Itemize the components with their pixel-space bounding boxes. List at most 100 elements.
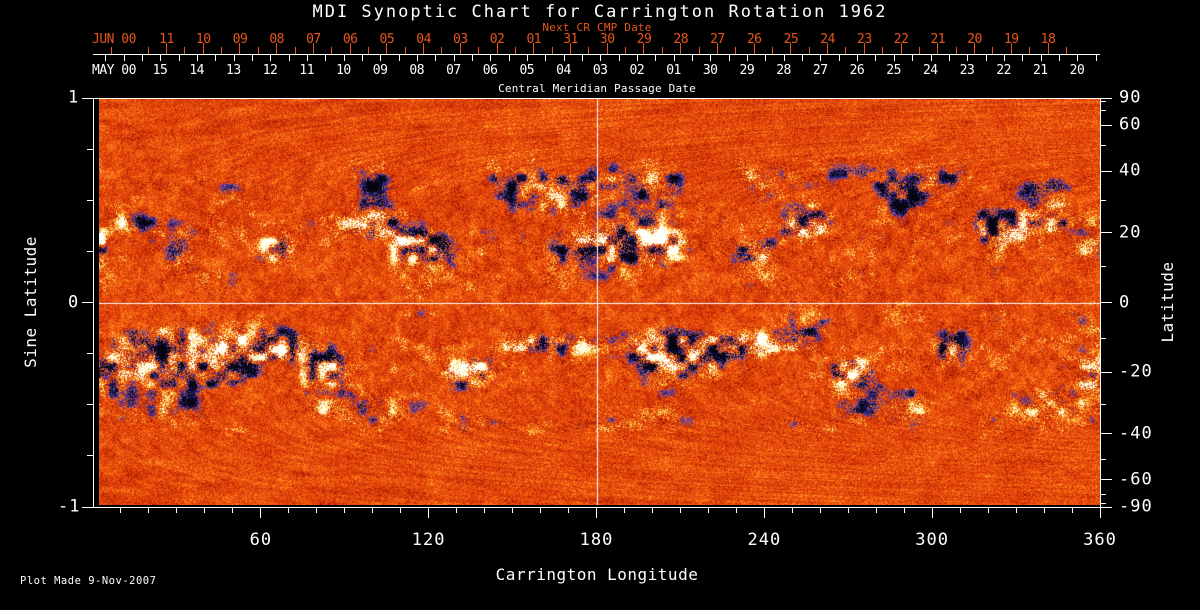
y-axis-tick-right: [1100, 371, 1112, 373]
cmp-day-label: 07: [446, 63, 461, 78]
cmp-day-tick: [251, 54, 253, 61]
next-cr-day-tick: [496, 43, 498, 54]
cmp-day-label: 11: [299, 63, 315, 78]
cmp-day-tick: [655, 54, 657, 61]
plot-border: [93, 98, 1101, 508]
next-cr-day-tick: [184, 47, 186, 54]
next-cr-day-tick: [551, 47, 553, 54]
next-cr-day-tick: [1047, 43, 1049, 54]
cmp-day-tick: [1022, 54, 1024, 61]
cmp-day-tick: [582, 54, 584, 61]
next-cr-day-tick: [882, 47, 884, 54]
next-cr-day-label: 30: [599, 32, 615, 47]
cmp-day-label: 28: [776, 63, 791, 78]
cmp-day-label: 12: [262, 63, 278, 78]
cmp-day-tick: [563, 54, 565, 61]
next-cr-day-tick: [276, 43, 278, 54]
cmp-day-tick: [1058, 54, 1060, 61]
cmp-day-tick: [398, 54, 400, 61]
cmp-day-tick: [196, 54, 198, 61]
x-axis-minor-tick: [875, 507, 877, 513]
next-cr-day-tick: [202, 43, 204, 54]
y-axis-minor-tick-right: [1100, 145, 1106, 147]
next-cr-day-tick: [661, 47, 663, 54]
cmp-day-tick: [343, 54, 345, 61]
cmp-day-label: 06: [482, 63, 498, 78]
x-axis-minor-tick: [540, 507, 542, 513]
cmp-day-label: 20: [1069, 63, 1085, 78]
y-axis-title-left: Sine Latitude: [21, 236, 40, 368]
next-cr-day-tick: [974, 43, 976, 54]
y-axis-tick-label-right: 90: [1119, 87, 1142, 108]
x-axis-minor-tick: [344, 507, 346, 513]
cmp-day-label: 30: [702, 63, 718, 78]
cmp-day-tick: [325, 54, 327, 61]
next-cr-day-tick: [1010, 43, 1012, 54]
next-cr-day-tick: [294, 47, 296, 54]
y-axis-minor-tick-left: [87, 404, 93, 406]
cmp-day-label: 15: [152, 63, 168, 78]
x-axis-minor-tick: [316, 507, 318, 513]
y-axis-tick-label-left: -1: [58, 496, 81, 517]
cmp-day-label: 04: [556, 63, 571, 78]
next-cr-day-tick: [735, 47, 737, 54]
cmp-day-tick: [673, 54, 675, 61]
x-axis-minor-tick: [791, 507, 793, 513]
y-axis-tick-label-right: 20: [1119, 222, 1142, 243]
plot-made-timestamp: Plot Made 9-Nov-2007: [20, 575, 157, 587]
next-cr-day-tick: [478, 47, 480, 54]
y-axis-tick-left: [82, 97, 93, 99]
next-cr-day-tick: [386, 43, 388, 54]
y-axis-minor-tick-right: [1100, 199, 1106, 201]
y-axis-tick-label-right: -90: [1119, 496, 1153, 517]
cmp-day-tick: [783, 54, 785, 61]
cmp-day-label: 01: [666, 63, 681, 78]
x-axis-minor-tick: [1043, 507, 1045, 513]
next-cr-day-label: 27: [710, 32, 725, 47]
next-cr-day-tick: [1065, 47, 1067, 54]
x-axis-tick-label: 120: [411, 530, 446, 550]
cmp-day-tick: [490, 54, 492, 61]
x-axis-minor-tick: [372, 507, 374, 513]
cmp-day-label: 08: [409, 63, 425, 78]
x-axis-minor-tick: [651, 507, 653, 513]
y-axis-minor-tick-left: [87, 148, 93, 150]
next-cr-day-label: 31: [563, 32, 578, 47]
y-axis-tick-left: [82, 302, 93, 303]
cmp-day-tick: [380, 54, 382, 61]
x-axis-tick: [596, 507, 597, 518]
next-cr-day-label: 03: [453, 32, 468, 47]
x-axis-minor-tick: [819, 507, 821, 513]
cmp-day-tick: [215, 54, 217, 61]
next-cr-day-tick: [955, 47, 957, 54]
cmp-day-tick: [838, 54, 840, 61]
x-axis-tick: [1099, 507, 1101, 518]
x-axis-title: Carrington Longitude: [495, 565, 699, 584]
y-axis-tick-right: [1100, 124, 1112, 126]
cmp-day-tick: [948, 54, 950, 61]
next-cr-day-label: 09: [232, 32, 248, 47]
cmp-day-tick: [930, 54, 932, 61]
x-axis-minor-tick: [1071, 507, 1073, 513]
x-axis-minor-tick: [959, 507, 961, 513]
x-axis-minor-tick: [1015, 507, 1017, 513]
cmp-day-tick: [545, 54, 547, 61]
cmp-day-label: 02: [629, 63, 645, 78]
cmp-day-tick: [618, 54, 620, 61]
y-axis-minor-tick-left: [87, 199, 93, 201]
y-axis-tick-label-right: -60: [1119, 469, 1153, 490]
next-cr-day-tick: [863, 43, 865, 54]
x-axis-minor-tick: [735, 507, 737, 513]
next-cr-day-tick: [570, 43, 572, 54]
y-axis-tick-label-right: -40: [1119, 423, 1153, 444]
cmp-day-tick: [105, 54, 107, 61]
next-cr-day-label: 07: [306, 32, 321, 47]
x-axis-minor-tick: [148, 507, 150, 513]
next-cr-day-tick: [992, 47, 994, 54]
next-cr-day-tick: [312, 43, 314, 54]
cmp-day-tick: [875, 54, 877, 61]
y-axis-tick-label-left: 1: [68, 87, 80, 108]
cmp-day-tick: [747, 54, 749, 61]
cmp-day-tick: [985, 54, 987, 61]
next-cr-day-label: 11: [159, 32, 174, 47]
